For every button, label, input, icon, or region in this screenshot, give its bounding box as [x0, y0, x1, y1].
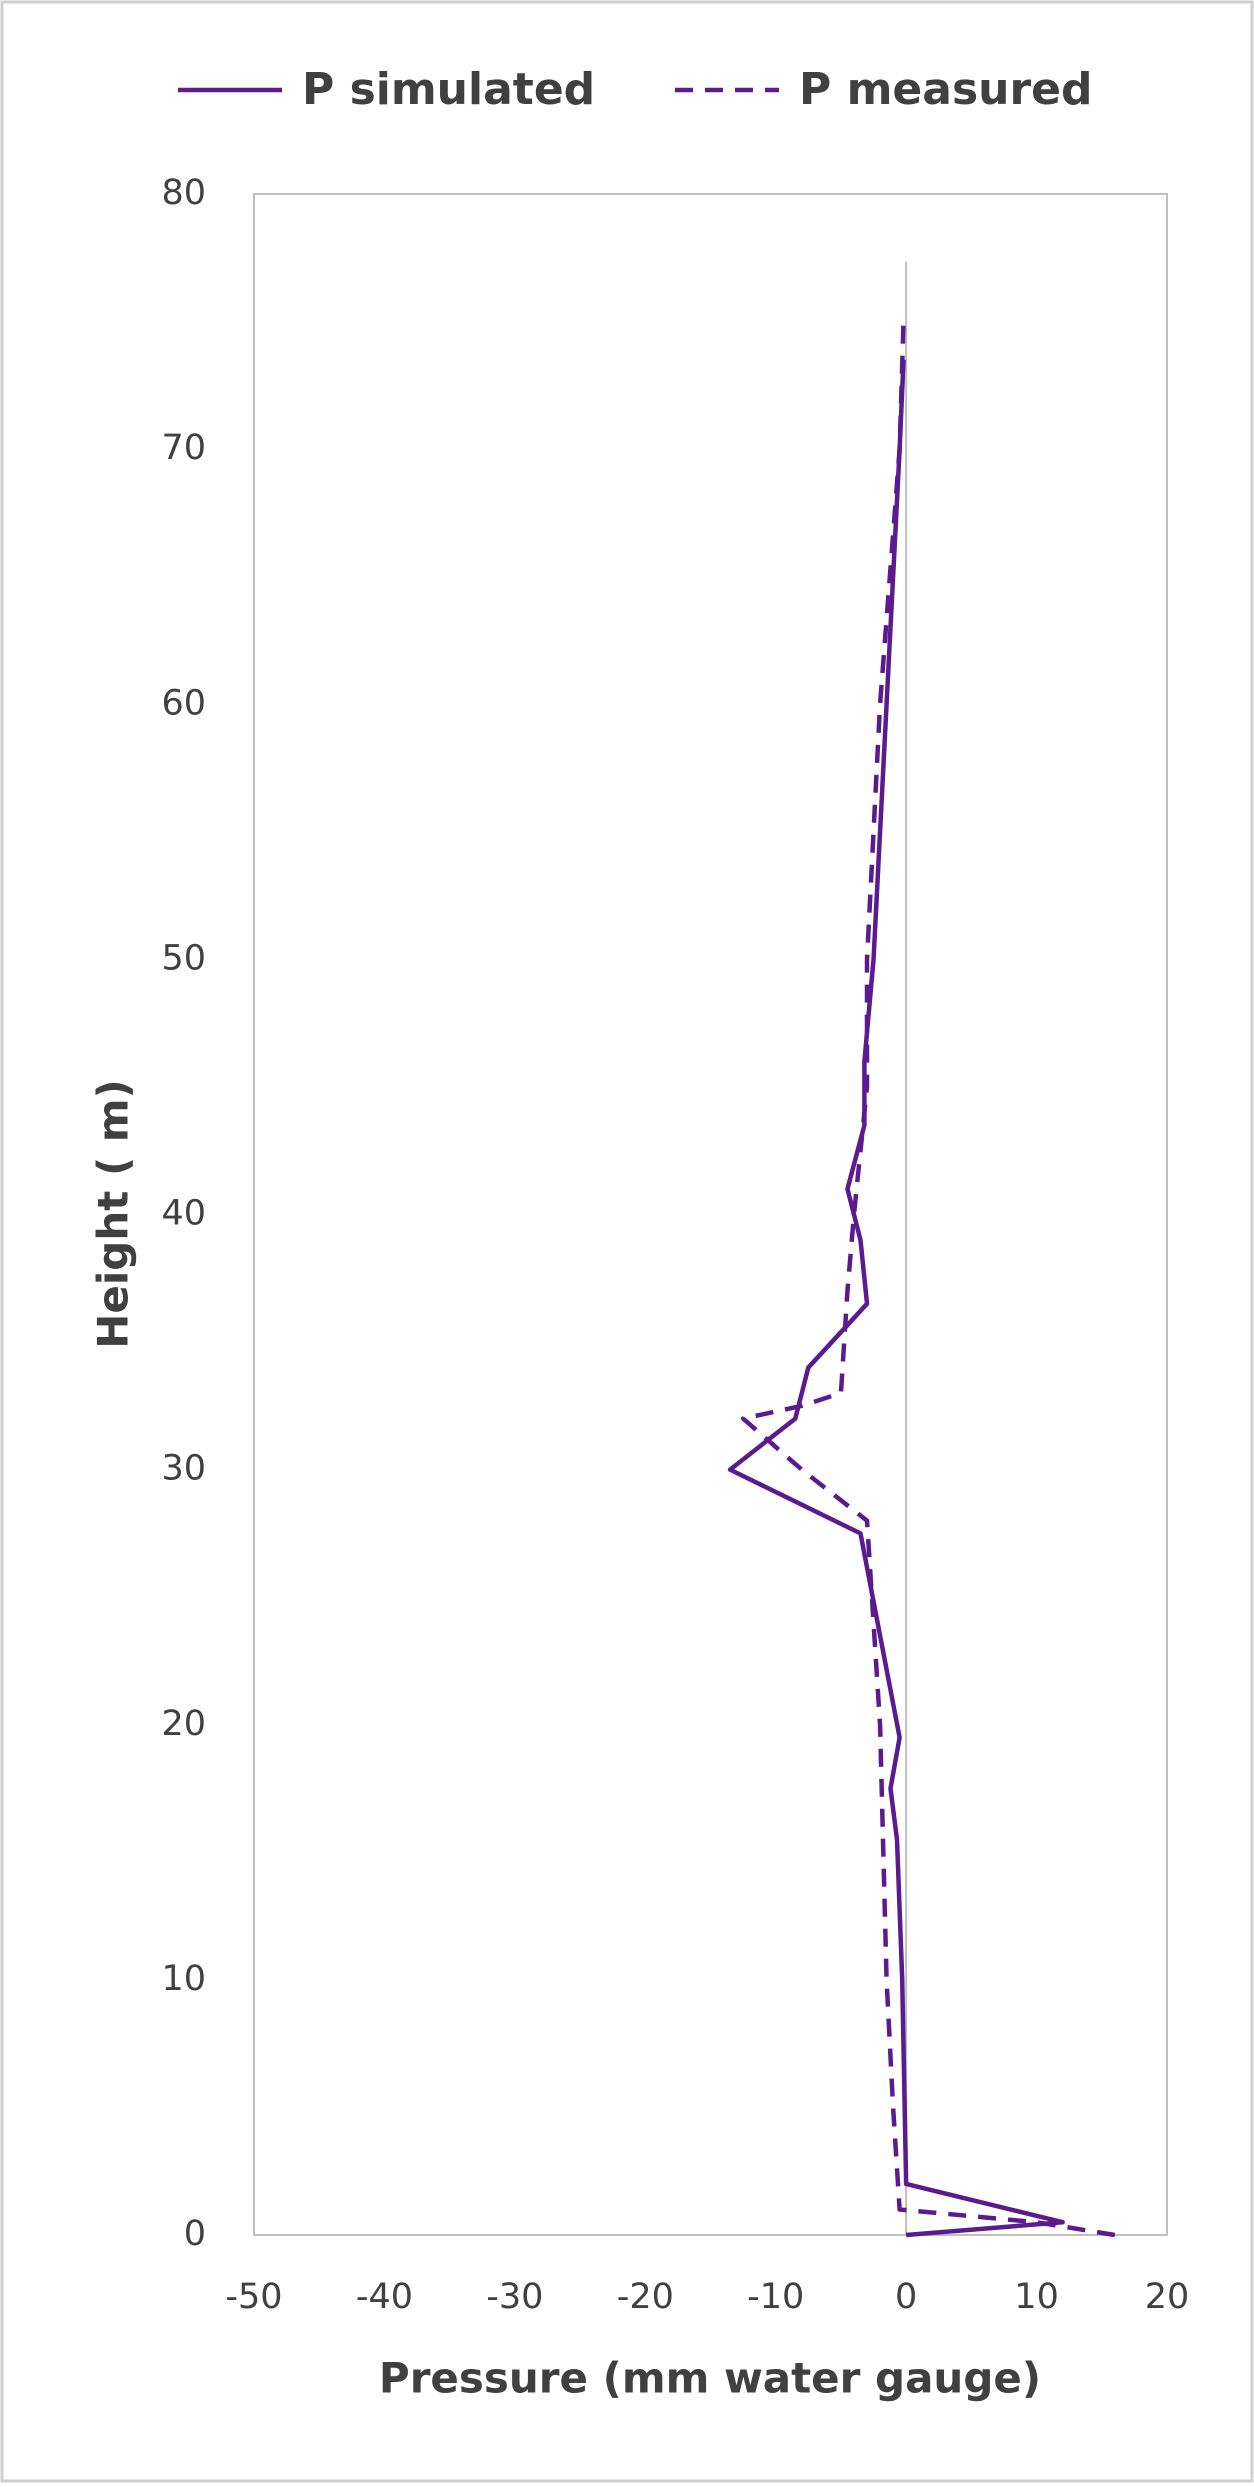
x-tick-label: 0 [895, 2277, 917, 2317]
y-axis-title: Height ( m) [89, 1079, 138, 1348]
y-tick-label: 0 [184, 2214, 206, 2254]
x-tick-label: -20 [617, 2277, 674, 2317]
y-tick-label: 80 [161, 173, 206, 213]
legend-label: P measured [799, 64, 1093, 115]
y-tick-label: 20 [161, 1704, 206, 1744]
y-tick-label: 40 [161, 1194, 206, 1234]
series-line [727, 359, 1065, 2238]
x-tick-label: -30 [486, 2277, 543, 2317]
x-tick-label: -10 [747, 2277, 804, 2317]
x-tick-label: -50 [225, 2277, 282, 2317]
y-tick-label: 50 [161, 938, 206, 978]
x-tick-label: 20 [1145, 2277, 1190, 2317]
series-line [740, 321, 1116, 2238]
y-tick-label: 10 [161, 1959, 206, 1999]
legend-label: P simulated [302, 64, 595, 115]
x-tick-label: 10 [1014, 2277, 1059, 2317]
x-tick-label: -40 [356, 2277, 413, 2317]
y-tick-label: 60 [161, 683, 206, 723]
plot-area [253, 193, 1168, 2236]
y-tick-label: 70 [161, 428, 206, 468]
x-axis-title: Pressure (mm water gauge) [379, 2354, 1041, 2403]
y-tick-label: 30 [161, 1449, 206, 1489]
